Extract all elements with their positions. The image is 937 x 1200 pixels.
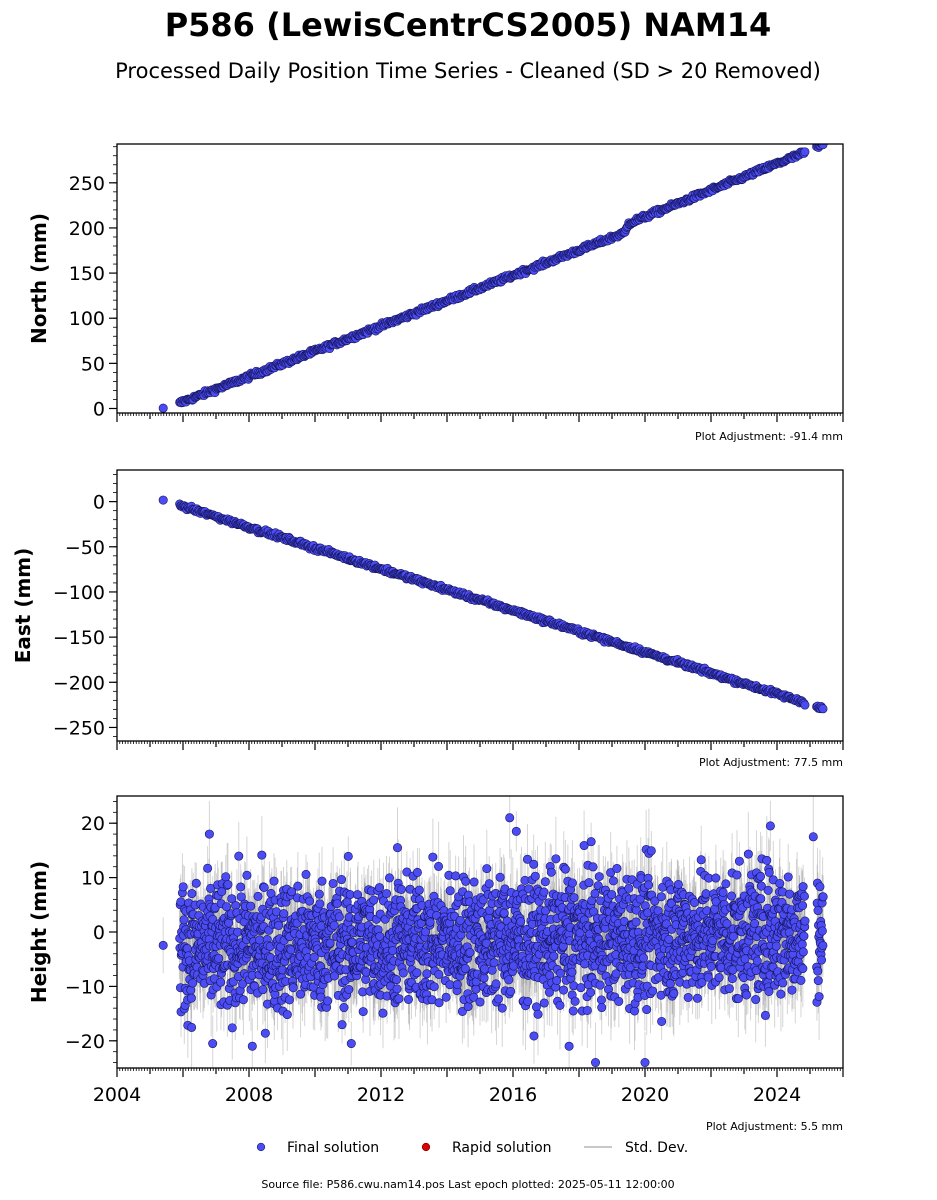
east-y-axis: 0 −50 −100 −150 −200 −250: [53, 474, 117, 739]
north-y-label: North (mm): [27, 213, 51, 344]
north-final-solution-points: [158, 144, 828, 413]
north-panel: 0 50 100 150 200 250 North (mm): [27, 143, 844, 422]
figure-subtitle: Processed Daily Position Time Series - C…: [115, 59, 821, 83]
east-final-solution-points: [158, 495, 828, 714]
north-y-tick-label: 250: [69, 173, 105, 195]
north-plot-area: [158, 144, 828, 413]
east-plot-area: [158, 495, 828, 714]
east-y-label: East (mm): [11, 548, 35, 664]
east-y-tick-label: −100: [53, 582, 105, 604]
height-plot-area: [158, 796, 828, 1068]
east-x-axis: [116, 741, 844, 750]
east-y-tick-label: −200: [53, 672, 105, 694]
north-y-tick-label: 50: [81, 353, 105, 375]
east-data-point: [158, 495, 168, 505]
north-data-point: [818, 144, 828, 150]
north-data-point: [800, 147, 810, 157]
east-data-point: [818, 704, 828, 714]
east-data-point: [800, 700, 810, 710]
east-y-tick-label: 0: [93, 492, 105, 514]
east-panel: 0 −50 −100 −150 −200 −250 East (mm): [11, 469, 844, 750]
east-y-tick-label: −150: [53, 627, 105, 649]
north-data-point: [158, 403, 168, 413]
north-x-axis: [116, 413, 844, 422]
figure-title: P586 (LewisCentrCS2005) NAM14: [165, 6, 772, 44]
north-y-tick-label: 150: [69, 263, 105, 285]
east-y-tick-label: −50: [65, 537, 105, 559]
east-axes-frame: [116, 469, 844, 742]
north-y-tick-label: 200: [69, 218, 105, 240]
north-y-tick-label: 0: [93, 398, 105, 420]
east-y-tick-label: −250: [53, 717, 105, 739]
north-y-axis: 0 50 100 150 200 250: [69, 146, 117, 420]
height-panel: 2004 2008 2012 2016 2020 202420100−10−20Heigh…: [27, 795, 844, 1106]
north-y-tick-label: 100: [69, 308, 105, 330]
